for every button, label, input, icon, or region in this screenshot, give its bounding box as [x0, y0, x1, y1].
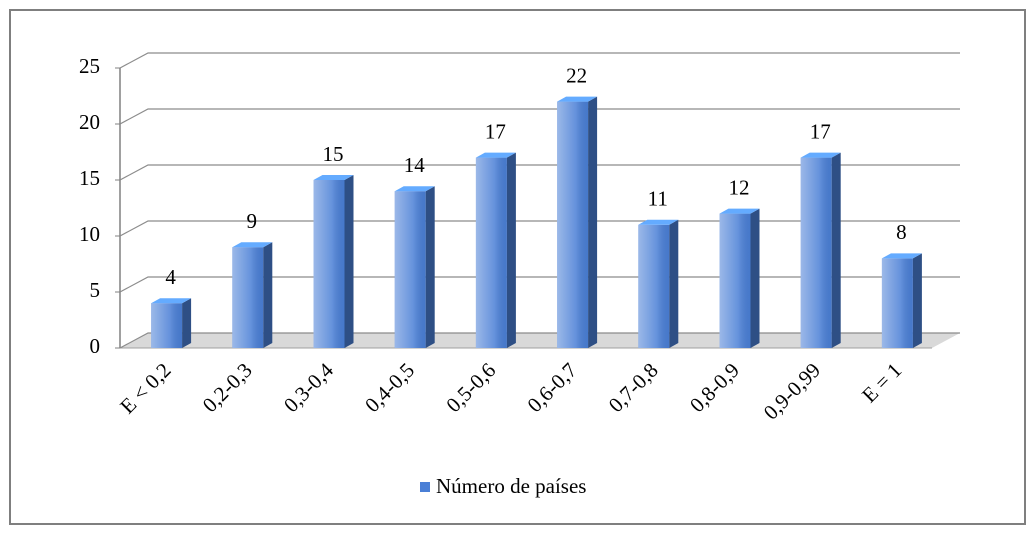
bar-shine [800, 157, 832, 348]
y-tick-label: 0 [90, 334, 101, 358]
data-label: 11 [648, 187, 668, 211]
y-tick-label: 25 [79, 54, 100, 78]
bar-top [638, 219, 679, 225]
bar-top [151, 298, 192, 304]
data-label: 22 [566, 63, 587, 87]
data-label: 15 [323, 142, 344, 166]
data-label: 17 [810, 119, 831, 143]
y-tick-label: 20 [79, 110, 100, 134]
bar-side [506, 152, 516, 348]
bar-side [182, 298, 192, 348]
bar-shine [475, 157, 507, 348]
bar [719, 208, 760, 348]
bar-shine [313, 180, 345, 348]
data-label: 12 [729, 175, 750, 199]
bar-top [800, 152, 841, 158]
bar-shine [719, 213, 751, 348]
bar-shine [881, 258, 913, 348]
bar [800, 152, 841, 348]
bar-side [263, 242, 273, 348]
bar-side [669, 219, 679, 348]
y-tick-label: 15 [79, 166, 100, 190]
y-tick-label: 10 [79, 222, 100, 246]
bar [881, 253, 922, 348]
bar-top [313, 175, 354, 180]
grid-line [119, 276, 960, 293]
bar-side [588, 96, 598, 348]
bar [475, 152, 516, 348]
bar-side [912, 253, 922, 348]
legend-swatch [420, 482, 430, 492]
bar-side [831, 152, 841, 348]
data-label: 8 [896, 220, 907, 244]
bar-top [475, 152, 516, 158]
grid-line [119, 332, 960, 349]
bar [151, 298, 192, 348]
bar-top [394, 186, 435, 192]
bar [313, 175, 354, 348]
grid-line [119, 52, 960, 69]
bar-side [750, 208, 760, 348]
bar [394, 186, 435, 348]
grid-line [119, 220, 960, 237]
data-label: 9 [247, 209, 258, 233]
bar [557, 96, 598, 348]
chart-border [9, 9, 1026, 525]
bar-shine [557, 101, 589, 348]
data-label: 14 [404, 153, 426, 177]
data-label: 17 [485, 119, 506, 143]
bar [232, 242, 273, 348]
bar-shine [232, 247, 264, 348]
bar-side [425, 186, 435, 348]
bar-shine [638, 224, 670, 348]
bar-top [719, 208, 760, 214]
bar-side [344, 175, 354, 348]
data-label: 4 [165, 265, 176, 289]
legend-label: Número de países [436, 474, 586, 498]
bar-top [232, 242, 273, 248]
grid-line [119, 108, 960, 125]
bar-top [881, 253, 922, 259]
bar-shine [394, 191, 426, 348]
bar [638, 219, 679, 348]
y-tick-label: 5 [90, 278, 101, 302]
grid-line [119, 164, 960, 181]
bar-top [557, 96, 598, 102]
bar-shine [151, 303, 183, 348]
